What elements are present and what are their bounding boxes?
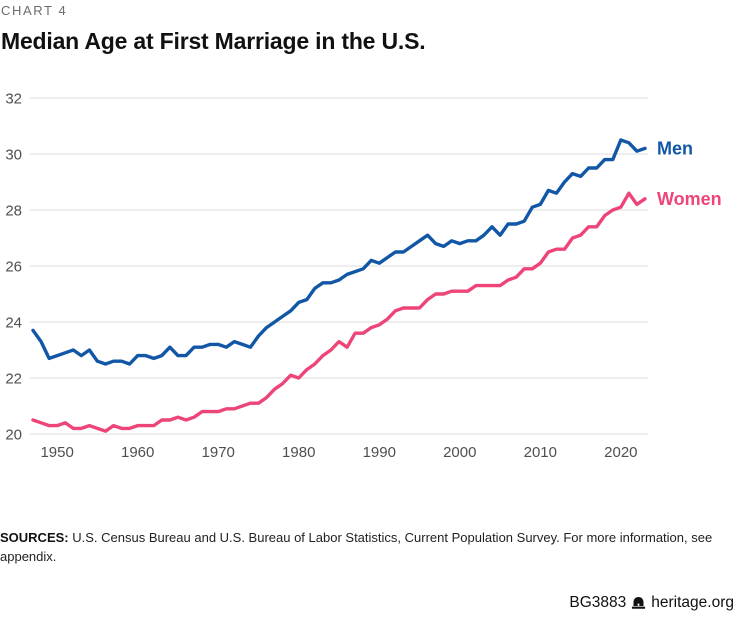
chart-title: Median Age at First Marriage in the U.S. (1, 28, 426, 54)
footer-credit: BG3883 heritage.org (569, 594, 734, 612)
y-tick-label: 22 (5, 371, 22, 388)
site-name: heritage.org (651, 594, 734, 611)
series-label-women: Women (657, 189, 722, 209)
x-tick-label: 1970 (202, 444, 235, 461)
x-tick-label: 1990 (363, 444, 396, 461)
x-tick-label: 2010 (524, 444, 557, 461)
chart-kicker: CHART 4 (1, 3, 68, 18)
series-line-men (31, 138, 647, 366)
sources-text: U.S. Census Bureau and U.S. Bureau of La… (0, 530, 713, 564)
x-tick-label: 2000 (443, 444, 476, 461)
heritage-bell-icon (631, 596, 646, 611)
y-tick-label: 20 (5, 427, 22, 444)
x-tick-label: 1950 (40, 444, 73, 461)
y-tick-label: 32 (5, 91, 22, 108)
sources-label: SOURCES: (0, 530, 69, 545)
x-tick-label: 1980 (282, 444, 315, 461)
x-tick-label: 1960 (121, 444, 154, 461)
sources-note: SOURCES: U.S. Census Bureau and U.S. Bur… (0, 529, 734, 567)
y-tick-label: 26 (5, 259, 22, 276)
y-tick-label: 30 (5, 147, 22, 164)
series-line-women (31, 191, 647, 433)
median-age-line-chart: 20 22 24 26 28 30 32 1950 1960 1970 1980 1990 2000 20… (5, 91, 722, 462)
y-tick-label: 28 (5, 203, 22, 220)
doc-id: BG3883 (569, 594, 627, 611)
y-tick-label: 24 (5, 315, 22, 332)
series-label-men: Men (657, 138, 693, 158)
x-tick-label: 2020 (604, 444, 637, 461)
